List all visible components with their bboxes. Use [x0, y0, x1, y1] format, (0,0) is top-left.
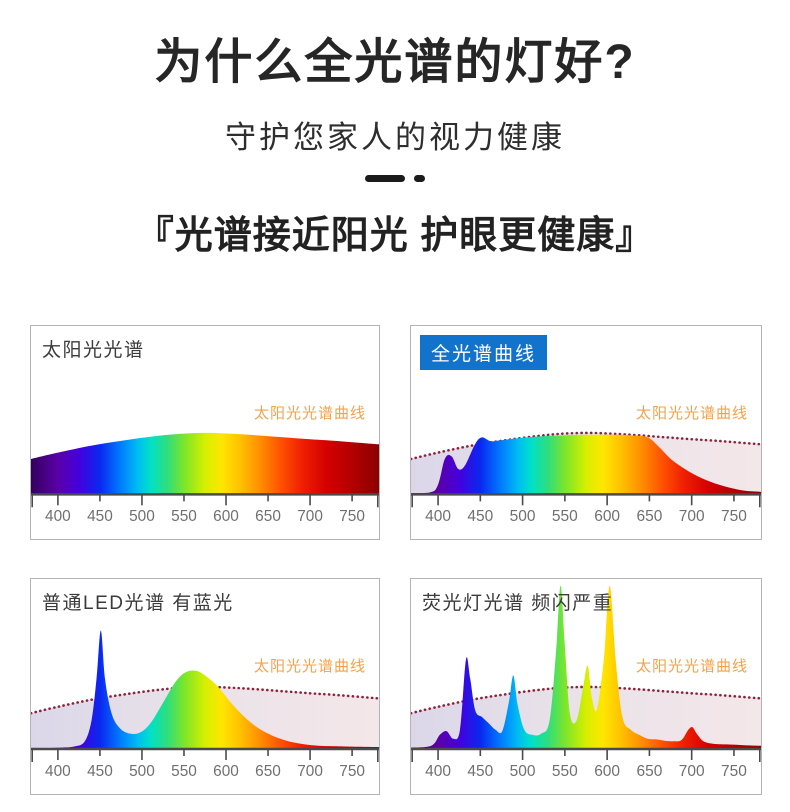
reference-curve-label: 太阳光光谱曲线 — [635, 405, 748, 422]
svg-text:700: 700 — [297, 763, 323, 780]
svg-text:750: 750 — [339, 763, 365, 780]
reference-curve-label: 太阳光光谱曲线 — [253, 658, 366, 675]
svg-text:600: 600 — [213, 763, 239, 780]
svg-text:700: 700 — [679, 763, 705, 780]
svg-text:450: 450 — [87, 508, 113, 525]
svg-text:500: 500 — [510, 763, 536, 780]
svg-text:400: 400 — [425, 763, 451, 780]
svg-text:650: 650 — [255, 508, 281, 525]
svg-text:550: 550 — [171, 763, 197, 780]
panel-title: 荧光灯光谱 频闪严重 — [422, 593, 614, 614]
svg-text:450: 450 — [467, 508, 493, 525]
reference-curve-label: 太阳光光谱曲线 — [635, 658, 748, 675]
sunlight-spectrum-chart: 400 450 500 550 600 650 700 750 — [31, 432, 379, 525]
svg-text:450: 450 — [87, 763, 113, 780]
fluorescent-spectrum-chart: 400 450 500 550 600 650 700 750 — [411, 585, 761, 780]
page-subtitle: 守护您家人的视力健康 — [225, 120, 565, 155]
svg-text:500: 500 — [129, 508, 155, 525]
header: 为什么全光谱的灯好? 守护您家人的视力健康 『光谱接近阳光 护眼更健康』 — [0, 0, 790, 259]
svg-text:650: 650 — [636, 763, 662, 780]
fullspectrum-chart: 400 450 500 550 600 650 700 750 — [411, 431, 761, 525]
svg-text:600: 600 — [594, 763, 620, 780]
chart-panel-led: 普通LED光谱 有蓝光 太阳光光谱曲线 400 450 500 550 600 650 70… — [30, 578, 380, 795]
chart-panel-fluorescent: 荧光灯光谱 频闪严重 太阳光光谱曲线 400 450 500 550 600 650 700… — [410, 578, 762, 795]
svg-text:400: 400 — [45, 508, 71, 525]
led-spectrum-chart: 400 450 500 550 600 650 700 750 — [31, 630, 379, 780]
svg-text:600: 600 — [594, 508, 620, 525]
svg-text:400: 400 — [425, 508, 451, 525]
svg-text:500: 500 — [129, 763, 155, 780]
svg-text:550: 550 — [552, 763, 578, 780]
panel-title: 普通LED光谱 有蓝光 — [42, 593, 234, 614]
svg-text:550: 550 — [552, 508, 578, 525]
svg-text:700: 700 — [679, 508, 705, 525]
svg-text:500: 500 — [510, 508, 536, 525]
svg-text:650: 650 — [255, 763, 281, 780]
svg-text:700: 700 — [297, 508, 323, 525]
charts-grid: 太阳光光谱 太阳光光谱曲线 400 450 500 550 600 650 700 750 全… — [30, 325, 762, 795]
page-title: 为什么全光谱的灯好? — [154, 36, 636, 89]
svg-text:750: 750 — [339, 508, 365, 525]
dash-divider — [0, 174, 790, 182]
chart-panel-sunlight: 太阳光光谱 太阳光光谱曲线 400 450 500 550 600 650 700 750 — [30, 325, 380, 540]
svg-text:550: 550 — [171, 508, 197, 525]
svg-text:750: 750 — [721, 763, 747, 780]
svg-text:650: 650 — [636, 508, 662, 525]
reference-curve-label: 太阳光光谱曲线 — [253, 405, 366, 422]
svg-text:450: 450 — [467, 763, 493, 780]
svg-text:400: 400 — [45, 763, 71, 780]
panel-title-badge: 全光谱曲线 — [420, 335, 548, 370]
divider-long-dash — [365, 174, 405, 182]
svg-text:600: 600 — [213, 508, 239, 525]
quote-banner: 『光谱接近阳光 护眼更健康』 — [135, 215, 655, 257]
panel-title: 太阳光光谱 — [42, 340, 145, 361]
divider-short-dash — [414, 174, 425, 182]
svg-text:750: 750 — [721, 508, 747, 525]
chart-panel-fullspectrum: 全光谱曲线 太阳光光谱曲线 400 450 500 550 600 650 700 750 — [410, 325, 762, 540]
